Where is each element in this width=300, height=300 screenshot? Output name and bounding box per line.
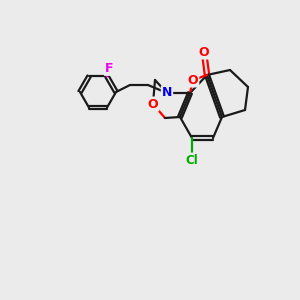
Text: O: O bbox=[199, 46, 209, 59]
Text: F: F bbox=[105, 62, 113, 75]
Text: O: O bbox=[188, 74, 198, 86]
Text: Cl: Cl bbox=[186, 154, 198, 166]
Text: O: O bbox=[148, 98, 158, 110]
Text: N: N bbox=[162, 86, 172, 100]
